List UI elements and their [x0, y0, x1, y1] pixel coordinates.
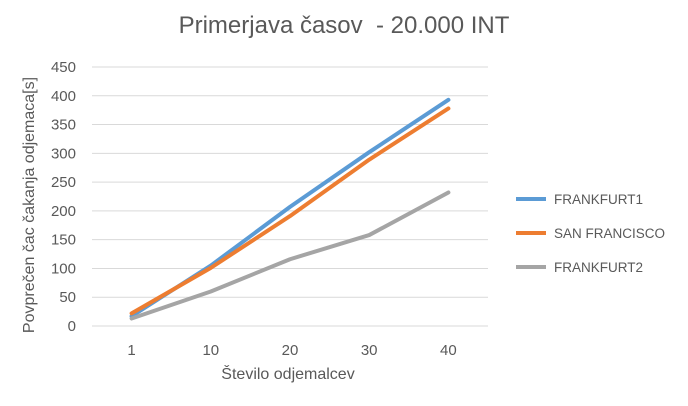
- legend-label-san-francisco: SAN FRANCISCO: [554, 225, 666, 241]
- x-tick-label: 10: [202, 342, 219, 359]
- y-tick-label: 0: [68, 318, 76, 335]
- legend-swatch-san-francisco: [516, 231, 546, 235]
- y-tick-label: 150: [51, 232, 76, 249]
- legend-label-frankfurt1: FRANKFURT1: [554, 191, 644, 207]
- x-tick-label: 40: [440, 342, 457, 359]
- y-tick-label: 100: [51, 260, 76, 277]
- gridlines: [92, 66, 488, 327]
- legend-item-frankfurt1: FRANKFURT1: [516, 182, 665, 216]
- legend-label-frankfurt2: FRANKFURT2: [554, 259, 644, 275]
- chart-title: Primerjava časov - 20.000 INT: [178, 12, 510, 39]
- x-tick-labels: 1 10 20 30 40: [127, 342, 456, 359]
- y-tick-label: 50: [59, 289, 76, 306]
- legend-swatch-frankfurt2: [516, 265, 546, 269]
- y-tick-labels: 0 50 100 150 200 250 300 350 400 450: [51, 59, 76, 335]
- legend-swatch-frankfurt1: [516, 197, 546, 201]
- y-tick-label: 300: [51, 145, 76, 162]
- x-tick-label: 20: [282, 342, 299, 359]
- series-line-frankfurt2: [129, 190, 451, 321]
- y-tick-label: 400: [51, 88, 76, 105]
- x-axis-label: Število odjemalcev: [221, 366, 355, 383]
- y-tick-label: 200: [51, 203, 76, 220]
- legend: FRANKFURT1 SAN FRANCISCO FRANKFURT2: [516, 182, 665, 284]
- y-tick-label: 250: [51, 174, 76, 191]
- legend-item-san-francisco: SAN FRANCISCO: [516, 216, 665, 250]
- x-tick-label: 1: [127, 342, 135, 359]
- y-axis-label: Povprečen čac čakanja odjemaca[s]: [21, 76, 38, 334]
- series-line-san-francisco: [129, 106, 451, 316]
- y-tick-label: 450: [51, 59, 76, 76]
- series-lines: [129, 97, 451, 321]
- y-tick-label: 350: [51, 117, 76, 134]
- x-tick-label: 30: [361, 342, 378, 359]
- legend-item-frankfurt2: FRANKFURT2: [516, 250, 665, 284]
